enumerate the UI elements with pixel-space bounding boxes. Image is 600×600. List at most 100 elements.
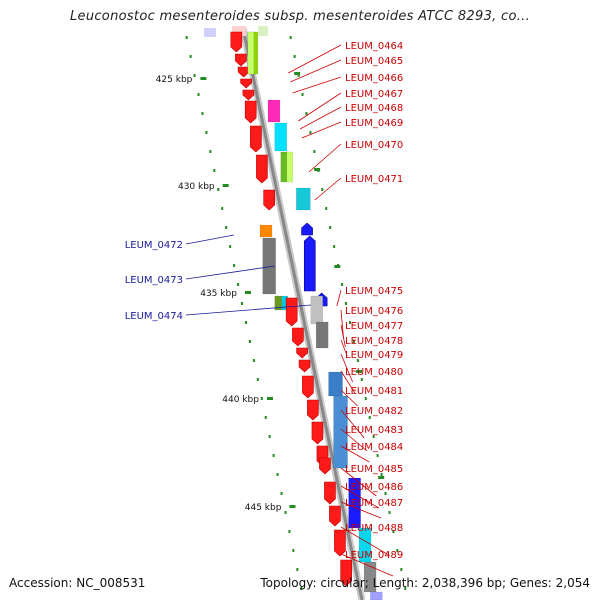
scale-label: 440 kbp: [222, 395, 259, 405]
gene-label-forward[interactable]: LEUM_0486: [345, 482, 403, 493]
label-leader: [314, 177, 342, 201]
gene-forward[interactable]: [292, 327, 304, 347]
label-leader: [340, 370, 356, 394]
gene-label-forward[interactable]: LEUM_0480: [345, 367, 403, 378]
feature-bar: [247, 31, 255, 75]
gene-label-forward[interactable]: LEUM_0478: [345, 336, 403, 347]
gene-forward[interactable]: [319, 457, 331, 475]
gene-forward[interactable]: [298, 359, 311, 373]
feature-bar: [296, 187, 311, 211]
tick-mark: [301, 93, 304, 96]
gene-forward[interactable]: [240, 78, 252, 89]
tick-mark: [201, 112, 204, 115]
label-leader: [185, 234, 235, 245]
gene-label-forward[interactable]: LEUM_0471: [345, 174, 403, 185]
gene-label-reverse[interactable]: LEUM_0472: [125, 240, 183, 251]
gene-label-forward[interactable]: LEUM_0468: [345, 103, 403, 114]
gene-forward[interactable]: [334, 529, 346, 557]
tick-mark: [237, 283, 240, 286]
scale-label: 445 kbp: [245, 503, 282, 513]
tick-mark: [256, 378, 259, 381]
major-tick: [378, 476, 385, 479]
label-leader: [340, 409, 365, 439]
gene-forward[interactable]: [324, 481, 336, 505]
tick-mark: [305, 112, 308, 115]
label-leader: [308, 143, 342, 173]
tick-mark: [313, 150, 316, 153]
gene-forward[interactable]: [235, 53, 247, 67]
gene-label-forward[interactable]: LEUM_0488: [345, 523, 403, 534]
tick-mark: [293, 55, 296, 58]
gene-label-forward[interactable]: LEUM_0465: [345, 56, 403, 67]
tick-mark: [400, 568, 403, 571]
label-leader: [298, 92, 342, 122]
gene-label-forward[interactable]: LEUM_0466: [345, 73, 403, 84]
gene-label-forward[interactable]: LEUM_0483: [345, 425, 403, 436]
gene-forward[interactable]: [307, 399, 319, 421]
label-leader: [340, 353, 354, 383]
major-tick: [266, 397, 273, 400]
tick-mark: [209, 150, 212, 153]
tick-mark: [233, 264, 236, 267]
tick-mark: [329, 226, 332, 229]
gene-forward[interactable]: [230, 31, 243, 53]
gene-forward[interactable]: [285, 297, 298, 327]
gene-label-forward[interactable]: LEUM_0475: [345, 286, 403, 297]
feature-bar: [348, 477, 361, 529]
gene-forward[interactable]: [263, 189, 276, 211]
tick-mark: [388, 511, 391, 514]
gene-forward[interactable]: [329, 505, 341, 527]
tick-mark: [225, 226, 228, 229]
gene-label-forward[interactable]: LEUM_0470: [345, 140, 403, 151]
gene-label-forward[interactable]: LEUM_0482: [345, 406, 403, 417]
tick-mark: [300, 587, 303, 590]
major-tick: [222, 184, 229, 187]
gene-label-reverse[interactable]: LEUM_0473: [125, 275, 183, 286]
gene-forward[interactable]: [256, 154, 268, 184]
gene-label-forward[interactable]: LEUM_0481: [345, 386, 403, 397]
label-leader: [340, 389, 358, 407]
gene-label-forward[interactable]: LEUM_0464: [345, 41, 403, 52]
tick-mark: [264, 416, 267, 419]
gene-forward[interactable]: [242, 89, 255, 101]
label-leader: [340, 485, 380, 509]
gene-reverse[interactable]: [301, 222, 313, 236]
gene-label-forward[interactable]: LEUM_0487: [345, 498, 403, 509]
gene-label-forward[interactable]: LEUM_0477: [345, 321, 403, 332]
map-title: Leuconostoc mesenteroides subsp. mesente…: [69, 9, 531, 24]
tick-mark: [241, 302, 244, 305]
gene-forward[interactable]: [302, 375, 314, 399]
scale-label: 435 kbp: [200, 289, 237, 299]
gene-forward[interactable]: [340, 559, 352, 587]
gene-forward[interactable]: [250, 125, 262, 153]
label-leader: [340, 467, 377, 497]
tick-mark: [297, 74, 300, 77]
gene-label-forward[interactable]: LEUM_0469: [345, 118, 403, 129]
gene-label-reverse[interactable]: LEUM_0474: [125, 311, 183, 322]
tick-mark: [380, 473, 383, 476]
gene-label-forward[interactable]: LEUM_0485: [345, 464, 403, 475]
tick-mark: [205, 131, 208, 134]
gene-reverse[interactable]: [303, 235, 316, 292]
label-leader: [299, 106, 342, 130]
gene-label-forward[interactable]: LEUM_0479: [345, 350, 403, 361]
gene-forward[interactable]: [296, 347, 308, 359]
feature-bar: [363, 561, 377, 593]
tick-mark: [404, 587, 407, 590]
tick-mark: [376, 454, 379, 457]
tick-mark: [309, 131, 312, 134]
gene-label-forward[interactable]: LEUM_0467: [345, 89, 403, 100]
feature-bar: [262, 237, 276, 295]
gene-forward[interactable]: [311, 421, 324, 445]
gene-forward[interactable]: [237, 66, 250, 78]
major-tick: [294, 72, 301, 75]
tick-mark: [229, 245, 232, 248]
major-tick: [244, 291, 251, 294]
gene-forward[interactable]: [244, 100, 257, 124]
tick-mark: [356, 359, 359, 362]
gene-label-forward[interactable]: LEUM_0484: [345, 442, 403, 453]
gene-label-forward[interactable]: LEUM_0489: [345, 550, 403, 561]
gene-label-forward[interactable]: LEUM_0476: [345, 306, 403, 317]
label-leader: [290, 59, 342, 83]
